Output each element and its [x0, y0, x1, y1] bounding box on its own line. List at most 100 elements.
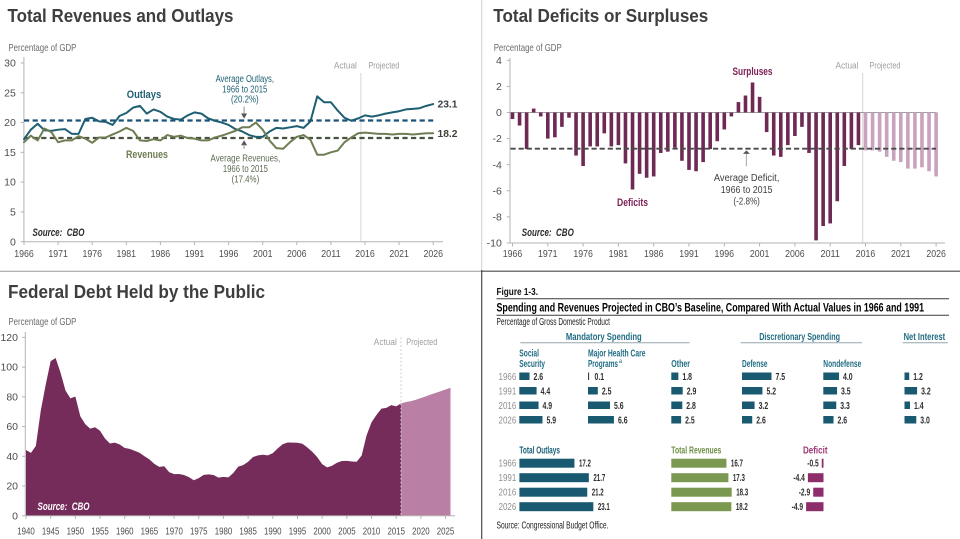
svg-text:120: 120 [0, 332, 18, 344]
svg-text:Net Interest: Net Interest [904, 331, 946, 343]
svg-text:Percentage of GDP: Percentage of GDP [8, 42, 76, 54]
svg-text:1966: 1966 [14, 248, 34, 260]
svg-text:Total Outlays: Total Outlays [519, 444, 560, 456]
svg-text:0.1: 0.1 [595, 372, 605, 383]
svg-text:2010: 2010 [363, 526, 381, 538]
svg-text:Average Deficit,: Average Deficit, [714, 173, 779, 184]
svg-text:Total Deficits or Surpluses: Total Deficits or Surpluses [493, 5, 708, 26]
svg-text:40: 40 [6, 451, 18, 463]
svg-text:-6: -6 [492, 185, 501, 197]
svg-text:3.5: 3.5 [841, 386, 851, 397]
svg-text:80: 80 [6, 391, 18, 403]
svg-text:7.5: 7.5 [775, 372, 785, 383]
svg-text:Social: Social [519, 349, 539, 360]
svg-text:(20.2%): (20.2%) [231, 95, 259, 106]
svg-text:5.2: 5.2 [766, 386, 776, 397]
svg-text:1971: 1971 [48, 248, 68, 260]
svg-text:1.2: 1.2 [913, 372, 923, 383]
svg-text:Source: CBO: Source: CBO [522, 227, 574, 239]
svg-text:4.9: 4.9 [543, 401, 553, 412]
svg-text:Other: Other [671, 359, 690, 370]
svg-text:1.8: 1.8 [682, 372, 692, 383]
svg-text:0: 0 [10, 236, 16, 248]
svg-text:1991: 1991 [679, 248, 699, 260]
svg-text:1981: 1981 [609, 248, 629, 260]
svg-text:Actual: Actual [836, 61, 859, 72]
svg-text:1986: 1986 [151, 248, 171, 260]
svg-text:2016: 2016 [355, 248, 375, 260]
svg-text:Average Outlays,: Average Outlays, [216, 74, 274, 85]
svg-text:5.6: 5.6 [614, 401, 624, 412]
svg-text:2.5: 2.5 [685, 415, 695, 426]
svg-text:Total Revenues: Total Revenues [671, 444, 721, 456]
svg-text:18.3: 18.3 [736, 488, 748, 499]
svg-text:Figure 1-3.: Figure 1-3. [497, 286, 539, 298]
svg-text:2006: 2006 [287, 248, 307, 260]
svg-text:Projected: Projected [870, 61, 901, 72]
svg-text:1975: 1975 [190, 526, 208, 538]
svg-text:2.9: 2.9 [687, 386, 697, 397]
svg-text:21.7: 21.7 [593, 473, 605, 484]
svg-text:1965: 1965 [141, 526, 159, 538]
svg-text:1991: 1991 [499, 386, 517, 397]
svg-text:23.1: 23.1 [598, 502, 610, 513]
svg-text:1960: 1960 [116, 526, 134, 538]
svg-text:2.6: 2.6 [838, 415, 848, 426]
svg-text:Source: CBO: Source: CBO [33, 227, 85, 239]
svg-text:1940: 1940 [17, 526, 35, 538]
svg-text:2.6: 2.6 [534, 372, 544, 383]
svg-text:60: 60 [6, 421, 18, 433]
svg-text:Source: Congressional Budget O: Source: Congressional Budget Office. [497, 521, 609, 532]
svg-text:Percentage of GDP: Percentage of GDP [494, 42, 562, 54]
svg-text:Projected: Projected [406, 337, 437, 348]
svg-text:1966: 1966 [499, 459, 517, 470]
svg-text:2.5: 2.5 [602, 386, 612, 397]
svg-text:16.7: 16.7 [731, 459, 743, 470]
svg-text:1966 to 2015: 1966 to 2015 [222, 84, 267, 95]
svg-text:1990: 1990 [264, 526, 282, 538]
svg-text:21.2: 21.2 [592, 488, 604, 499]
svg-text:1.4: 1.4 [914, 401, 924, 412]
svg-text:Spending and Revenues Projecte: Spending and Revenues Projected in CBO’s… [497, 302, 925, 314]
svg-text:6.6: 6.6 [618, 415, 628, 426]
svg-text:1991: 1991 [185, 248, 205, 260]
svg-text:2011: 2011 [321, 248, 341, 260]
svg-text:Projected: Projected [368, 61, 399, 72]
svg-text:(17.4%): (17.4%) [232, 175, 260, 186]
svg-text:15: 15 [4, 147, 16, 159]
svg-text:2021: 2021 [389, 248, 409, 260]
svg-text:10: 10 [4, 177, 16, 189]
svg-text:Surpluses: Surpluses [733, 66, 773, 78]
svg-text:2: 2 [496, 81, 502, 93]
svg-text:-10: -10 [487, 238, 502, 250]
svg-text:1966 to 2015: 1966 to 2015 [721, 185, 773, 196]
svg-text:-2.9: -2.9 [799, 488, 811, 499]
svg-text:17.2: 17.2 [579, 459, 591, 470]
svg-text:Security: Security [519, 359, 545, 370]
svg-text:5.9: 5.9 [546, 415, 556, 426]
svg-text:25: 25 [4, 87, 16, 99]
svg-text:2001: 2001 [253, 248, 273, 260]
svg-text:1981: 1981 [117, 248, 137, 260]
svg-text:100: 100 [0, 362, 18, 374]
svg-text:3.2: 3.2 [921, 386, 931, 397]
svg-text:20: 20 [4, 117, 16, 129]
svg-text:2025: 2025 [437, 526, 455, 538]
svg-text:2021: 2021 [891, 248, 911, 260]
svg-text:3.2: 3.2 [759, 401, 769, 412]
svg-text:1991: 1991 [499, 473, 517, 484]
svg-text:2005: 2005 [338, 526, 356, 538]
svg-text:2016: 2016 [499, 401, 517, 412]
svg-text:Percentage of GDP: Percentage of GDP [8, 316, 76, 328]
svg-text:1971: 1971 [538, 248, 558, 260]
svg-text:Discretionary Spending: Discretionary Spending [759, 331, 840, 343]
svg-text:Source: CBO: Source: CBO [38, 501, 90, 513]
svg-text:Mandatory Spending: Mandatory Spending [566, 331, 642, 343]
svg-text:-4.4: -4.4 [793, 473, 805, 484]
svg-text:2026: 2026 [926, 248, 946, 260]
svg-text:2.6: 2.6 [756, 415, 766, 426]
svg-text:20: 20 [6, 481, 18, 493]
svg-text:4: 4 [496, 55, 502, 67]
svg-text:1976: 1976 [82, 248, 102, 260]
svg-text:4.4: 4.4 [541, 386, 551, 397]
